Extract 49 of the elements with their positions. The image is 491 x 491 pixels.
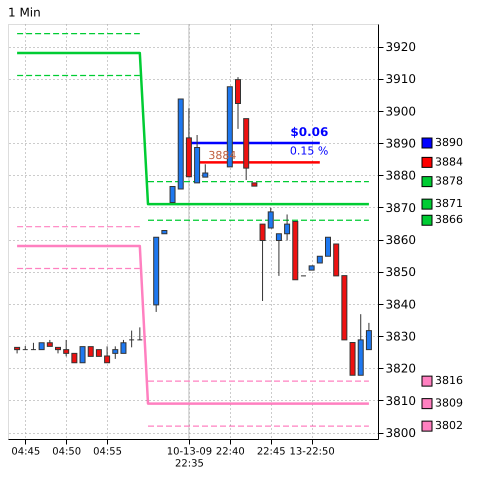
annotation: $0.06 xyxy=(290,124,328,139)
y-tick-label: 3920 xyxy=(386,40,416,54)
candlestick xyxy=(120,339,126,354)
legend-label: 3878 xyxy=(435,174,463,188)
y-tick-label: 3830 xyxy=(386,330,416,344)
candlestick xyxy=(88,346,94,357)
candlestick xyxy=(235,76,241,130)
y-tick-label: 3910 xyxy=(386,72,416,86)
y-tick-label: 3880 xyxy=(386,168,416,183)
candlestick xyxy=(276,233,282,276)
x-tick-label: 04:55 xyxy=(93,446,122,458)
candlestick xyxy=(268,207,274,228)
candlestick xyxy=(325,236,331,257)
legend-label: 3802 xyxy=(435,419,463,432)
x-tick-label: 22:45 xyxy=(256,446,286,458)
legend-label: 3809 xyxy=(435,396,463,410)
candlestick xyxy=(104,346,110,364)
legend-label: 3871 xyxy=(435,197,463,210)
x-tick-label: 22:40 xyxy=(216,446,245,458)
y-tick-label: 3890 xyxy=(386,136,416,151)
y-tick-label: 3870 xyxy=(386,200,416,215)
y-tick-label: 3840 xyxy=(386,297,416,312)
candlestick xyxy=(284,214,290,242)
x-tick-label: 13-22:50 xyxy=(290,446,335,458)
candlestick xyxy=(128,330,135,348)
x-tick-label: 10-13-09 22:35 xyxy=(166,446,212,470)
candlestick xyxy=(366,322,372,350)
y-tick-label: 3820 xyxy=(386,362,416,376)
y-tick-label: 3850 xyxy=(386,265,416,280)
y-tick-label: 3900 xyxy=(386,104,416,118)
legend-label: 3884 xyxy=(435,155,463,168)
x-tick-label: 04:45 xyxy=(11,446,40,458)
candlestick xyxy=(170,186,176,204)
candlestick xyxy=(260,224,266,302)
legend-label: 3866 xyxy=(435,213,463,226)
candlestick xyxy=(112,346,118,360)
y-tick-label: 3860 xyxy=(386,233,416,248)
chart-title: 1 Min xyxy=(8,6,41,20)
candlestick xyxy=(202,164,208,178)
x-tick-label: 04:50 xyxy=(52,446,82,458)
legend-label: 3816 xyxy=(435,374,463,388)
candlestick xyxy=(63,339,70,357)
y-tick-label: 3810 xyxy=(386,394,416,408)
candlestick xyxy=(80,346,86,364)
annotation: 0.15 % xyxy=(290,144,328,158)
candlestick xyxy=(71,352,78,364)
y-tick-label: 3800 xyxy=(386,426,416,440)
legend-label: 3890 xyxy=(435,136,463,150)
candlestick xyxy=(136,326,143,340)
